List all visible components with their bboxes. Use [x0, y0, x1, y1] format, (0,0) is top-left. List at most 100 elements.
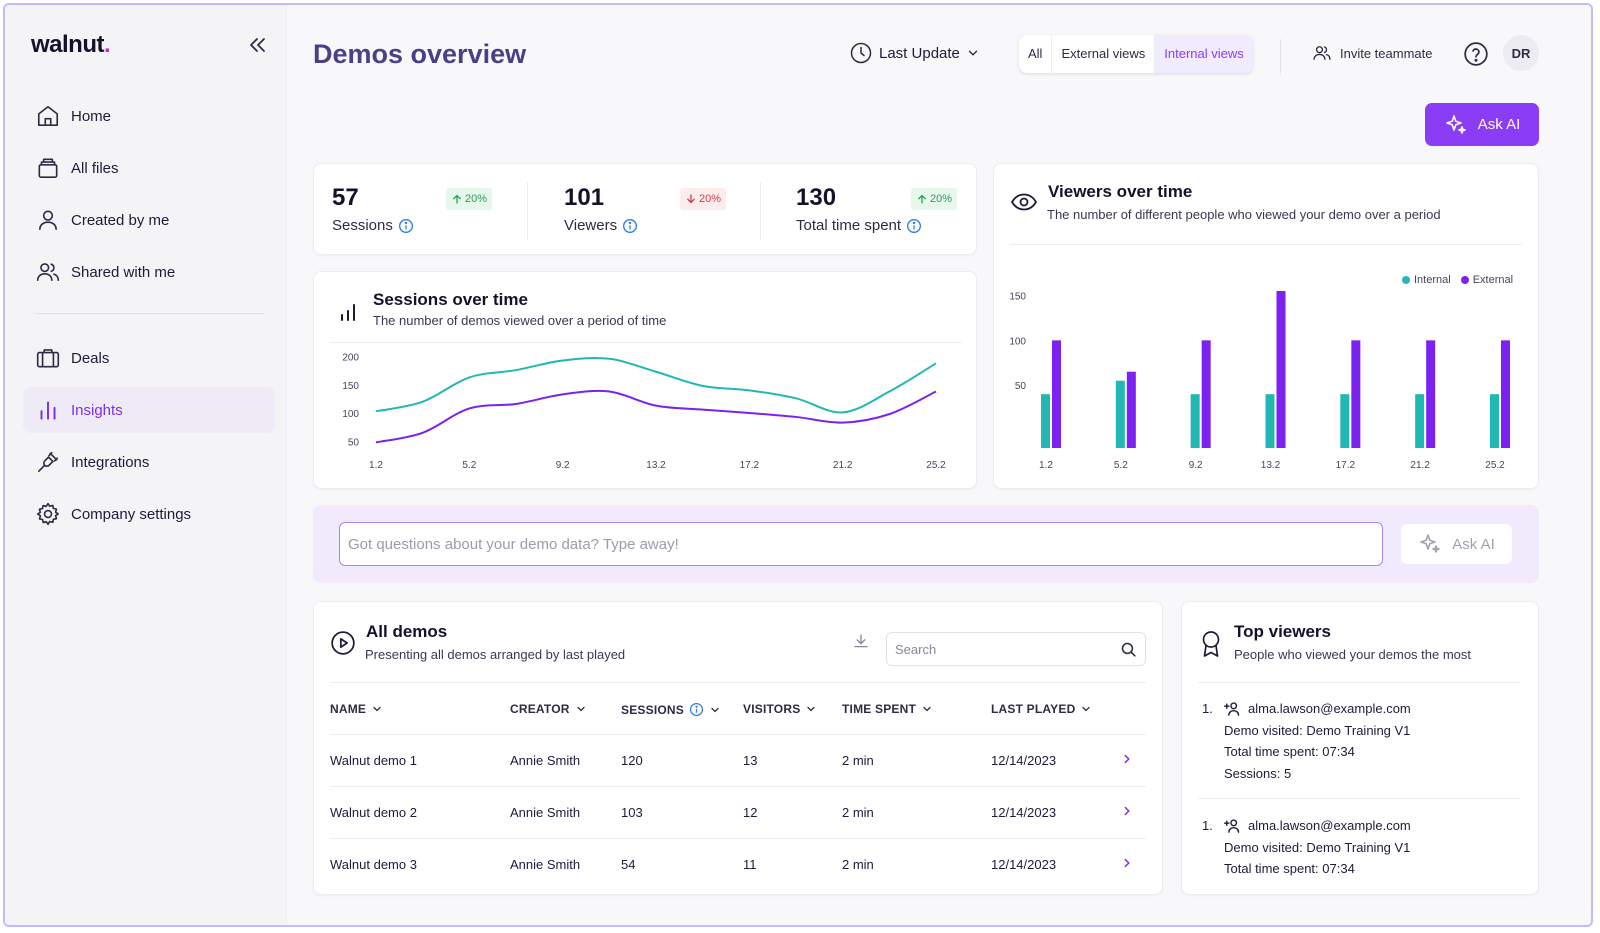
- ask-ai-button[interactable]: Ask AI: [1425, 103, 1539, 146]
- viewer-email-row: alma.lawson@example.com: [1224, 815, 1411, 837]
- cell-sessions: 54: [621, 857, 636, 872]
- chevron-right-icon[interactable]: [1120, 856, 1134, 870]
- column-header-sessions[interactable]: SESSIONS: [621, 702, 721, 717]
- add-user-icon: [1224, 819, 1240, 833]
- card-subtitle: Presenting all demos arranged by last pl…: [365, 647, 626, 662]
- stat-label-row: Viewers: [564, 217, 638, 234]
- segment-internal-views[interactable]: Internal views: [1155, 35, 1253, 73]
- column-header-visitors[interactable]: VISITORS: [743, 702, 817, 716]
- logo-dot: .: [104, 31, 111, 58]
- table-row[interactable]: Walnut demo 3 Annie Smith 54 11 2 min 12…: [330, 838, 1146, 890]
- column-header-creator[interactable]: CREATOR: [510, 702, 587, 716]
- line-series-1: [375, 356, 937, 414]
- stat-total-time: 130 Total time spent 20%: [796, 164, 976, 254]
- bar-external-5.2: [1126, 371, 1136, 448]
- column-header-name[interactable]: NAME: [330, 702, 383, 716]
- viewer-demo-visited: Demo visited: Demo Training V1: [1224, 722, 1411, 738]
- segment-all[interactable]: All: [1019, 35, 1053, 73]
- sidebar-item-company-settings[interactable]: Company settings: [23, 491, 275, 537]
- help-icon[interactable]: [1463, 41, 1489, 67]
- info-icon: [689, 702, 704, 717]
- home-icon: [37, 105, 59, 127]
- viewer-details: alma.lawson@example.com Demo visited: De…: [1224, 698, 1411, 784]
- search-input[interactable]: [895, 633, 1115, 665]
- chevron-right-icon[interactable]: [1120, 804, 1134, 818]
- card-title: Sessions over time: [373, 290, 528, 309]
- invite-user-icon: [1313, 46, 1331, 60]
- sidebar-item-label: Insights: [71, 401, 123, 419]
- gear-icon: [36, 502, 59, 526]
- bar-internal-9.2: [1190, 394, 1200, 448]
- walnut-logo[interactable]: walnut.: [31, 31, 111, 59]
- cell-name: Walnut demo 1: [330, 753, 417, 768]
- card-divider: [330, 682, 1146, 683]
- eye-icon: [1010, 193, 1038, 211]
- y-tick-label: 50: [348, 437, 360, 448]
- sidebar-item-label: Integrations: [71, 453, 150, 471]
- arrow-up-icon: [453, 194, 461, 204]
- stat-divider: [760, 182, 761, 240]
- top-viewer-item[interactable]: 1. alma.lawson@example.com Demo visited:…: [1202, 698, 1522, 788]
- sidebar-item-deals[interactable]: Deals: [23, 335, 275, 381]
- clock-icon: [850, 42, 872, 64]
- ask-ai-input[interactable]: [339, 522, 1383, 566]
- table-row[interactable]: Walnut demo 1 Annie Smith 120 13 2 min 1…: [330, 734, 1146, 786]
- bar-external-17.2: [1351, 340, 1361, 448]
- sidebar-item-insights[interactable]: Insights: [23, 387, 275, 433]
- info-icon[interactable]: [906, 218, 922, 234]
- view-filter-segmented-control: All External views Internal views: [1019, 35, 1253, 73]
- viewer-divider: [1198, 798, 1520, 799]
- cell-visitors: 13: [743, 753, 758, 768]
- info-icon[interactable]: [398, 218, 414, 234]
- search-icon[interactable]: [1120, 641, 1137, 658]
- card-subtitle: People who viewed your demos the most: [1234, 647, 1472, 662]
- column-label: LAST PLAYED: [991, 702, 1076, 716]
- stat-change: 20%: [930, 193, 953, 205]
- sidebar-item-integrations[interactable]: Integrations: [23, 439, 275, 485]
- x-tick-label: 5.2: [1114, 460, 1128, 471]
- sidebar-item-all-files[interactable]: All files: [23, 145, 275, 191]
- cell-visitors: 11: [743, 857, 757, 872]
- top-viewer-item[interactable]: 1. alma.lawson@example.com Demo visited:…: [1202, 815, 1522, 885]
- download-icon[interactable]: [852, 632, 870, 650]
- sidebar-item-created-by-me[interactable]: Created by me: [23, 197, 275, 243]
- chevron-right-icon[interactable]: [1120, 752, 1134, 766]
- avatar[interactable]: DR: [1503, 35, 1539, 71]
- ask-ai-submit-button[interactable]: Ask AI: [1401, 524, 1512, 564]
- invite-teammate-button[interactable]: Invite teammate: [1312, 43, 1433, 63]
- cell-time-spent: 2 min: [842, 753, 874, 768]
- arrow-down-icon: [687, 194, 695, 204]
- stat-change-badge: 20%: [680, 188, 727, 210]
- column-header-time-spent[interactable]: TIME SPENT: [842, 702, 933, 716]
- cell-creator: Annie Smith: [510, 753, 581, 768]
- viewer-details: alma.lawson@example.com Demo visited: De…: [1224, 815, 1411, 880]
- sidebar-item-label: All files: [71, 159, 119, 177]
- cell-time-spent: 2 min: [842, 805, 874, 820]
- segment-external-views[interactable]: External views: [1052, 35, 1156, 73]
- chevron-down-icon: [1082, 706, 1091, 712]
- column-label: TIME SPENT: [842, 702, 917, 716]
- sidebar-item-home[interactable]: Home: [23, 93, 275, 139]
- users-icon: [36, 263, 60, 281]
- chevron-down-icon: [807, 706, 816, 712]
- sidebar-item-shared-with-me[interactable]: Shared with me: [23, 249, 275, 295]
- y-tick-label: 150: [1009, 291, 1026, 302]
- cell-last-played: 12/14/2023: [991, 753, 1057, 768]
- column-header-last-played[interactable]: LAST PLAYED: [991, 702, 1092, 716]
- sidebar-item-label: Shared with me: [71, 263, 176, 281]
- files-icon: [38, 158, 58, 179]
- info-icon[interactable]: [622, 218, 638, 234]
- collapse-sidebar-icon[interactable]: [245, 33, 269, 57]
- stat-change-badge: 20%: [911, 188, 958, 210]
- page-title: Demos overview: [313, 39, 527, 69]
- last-update-dropdown[interactable]: Last Update: [849, 41, 980, 65]
- x-tick-label: 1.2: [369, 460, 383, 471]
- table-row[interactable]: Walnut demo 2 Annie Smith 103 12 2 min 1…: [330, 786, 1146, 838]
- x-tick-label: 21.2: [833, 460, 853, 471]
- bar-internal-1.2: [1041, 394, 1050, 448]
- cell-last-played: 12/14/2023: [991, 857, 1057, 872]
- sidebar: walnut. Home All files Created by me Sha…: [5, 5, 287, 925]
- ask-ai-bar: Ask AI: [313, 505, 1539, 583]
- viewer-email-row: alma.lawson@example.com: [1224, 698, 1411, 720]
- bar-external-25.2: [1501, 340, 1510, 448]
